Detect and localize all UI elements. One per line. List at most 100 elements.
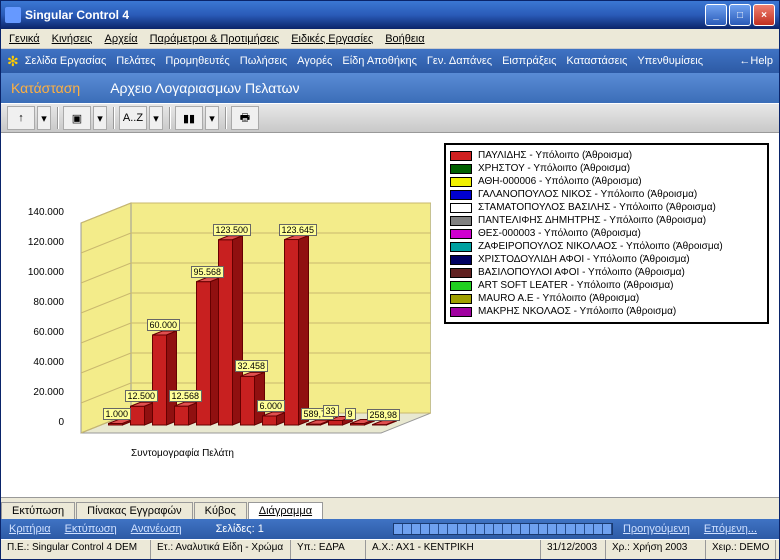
legend-label: ΠΑΥΛΙΔΗΣ - Υπόλοιπο (Άθροισμα)	[478, 150, 632, 161]
legend-item: ΠΑΝΤΕΛΙΦΗΣ ΔΗΜΗΤΡΗΣ - Υπόλοιπο (Άθροισμα…	[450, 214, 763, 227]
arrow-up-icon-dropdown[interactable]: ▾	[37, 106, 51, 130]
close-button[interactable]: ×	[753, 4, 775, 26]
next-link[interactable]: Επόμενη...	[704, 523, 757, 535]
prev-link[interactable]: Προηγούμενη	[623, 523, 690, 535]
menu-0[interactable]: Γενικά	[9, 33, 40, 45]
titlebar: Singular Control 4 _ □ ×	[1, 1, 779, 29]
nav-1[interactable]: Πελάτες	[116, 55, 155, 67]
legend-label: ART SOFT LEATER - Υπόλοιπο (Άθροισμα)	[478, 280, 673, 291]
sort-color-icon-dropdown[interactable]: ▾	[93, 106, 107, 130]
ytick: 80.000	[14, 297, 64, 308]
print-icon[interactable]: 🖶	[231, 106, 259, 130]
status-cell-4: 31/12/2003	[541, 540, 606, 559]
nav-8[interactable]: Καταστάσεις	[566, 55, 627, 67]
ytick: 20.000	[14, 387, 64, 398]
legend-label: ΠΑΝΤΕΛΙΦΗΣ ΔΗΜΗΤΡΗΣ - Υπόλοιπο (Άθροισμα…	[478, 215, 706, 226]
legend-swatch	[450, 294, 472, 304]
legend-item: ΘΕΣ-000003 - Υπόλοιπο (Άθροισμα)	[450, 227, 763, 240]
nav-4[interactable]: Αγορές	[297, 55, 332, 67]
status-link-1[interactable]: Εκτύπωση	[65, 523, 117, 535]
chart-toolbar: ↑▾▣▾A..Z▾▮▮▾🖶	[1, 103, 779, 133]
x-axis-label: Συντομογραφία Πελάτη	[131, 448, 234, 459]
legend-swatch	[450, 281, 472, 291]
legend-label: MAURO A.E - Υπόλοιπο (Άθροισμα)	[478, 293, 639, 304]
data-label: 123.500	[213, 224, 252, 236]
content-area: 0 20.000 40.000 60.000 80.000 100.000 120.000 1…	[1, 133, 779, 497]
nav-3[interactable]: Πωλήσεις	[240, 55, 287, 67]
legend-swatch	[450, 242, 472, 252]
menu-2[interactable]: Αρχεία	[104, 33, 137, 45]
nav-6[interactable]: Γεν. Δαπάνες	[427, 55, 492, 67]
chart-area: 0 20.000 40.000 60.000 80.000 100.000 120.000 1…	[11, 143, 769, 487]
legend-item: ΓΑΛΑΝΟΠΟΥΛΟΣ ΝΙΚΟΣ - Υπόλοιπο (Άθροισμα)	[450, 188, 763, 201]
legend-item: ART SOFT LEATER - Υπόλοιπο (Άθροισμα)	[450, 279, 763, 292]
data-label: 95.568	[191, 266, 225, 278]
legend-label: ΑΘΗ-000006 - Υπόλοιπο (Άθροισμα)	[478, 176, 642, 187]
data-label: 123.645	[279, 224, 318, 236]
data-label: 6.000	[257, 400, 286, 412]
legend-swatch	[450, 307, 472, 317]
ytick: 0	[14, 417, 64, 428]
legend-item: ΧΡΙΣΤΟΔΟΥΛΙΔΗ ΑΦΟΙ - Υπόλοιπο (Άθροισμα)	[450, 253, 763, 266]
minimize-button[interactable]: _	[705, 4, 727, 26]
tab-3[interactable]: Διάγραμμα	[248, 502, 323, 519]
nav-9[interactable]: Υπενθυμίσεις	[637, 55, 703, 67]
status-cell-6: Χειρ.: DEMO	[706, 540, 776, 559]
nav-5[interactable]: Είδη Αποθήκης	[342, 55, 417, 67]
page-header: Κατάσταση Αρχειο Λογαριασμων Πελατων	[1, 73, 779, 103]
status-blue: Κριτήρια Εκτύπωση Ανανέωση Σελίδες: 1 Προηγο…	[1, 519, 779, 539]
back-icon[interactable]: ←	[739, 55, 750, 67]
menu-3[interactable]: Παράμετροι & Προτιμήσεις	[150, 33, 280, 45]
maximize-button[interactable]: □	[729, 4, 751, 26]
menubar: Γενικά Κινήσεις Αρχεία Παράμετροι & Προτιμή…	[1, 29, 779, 49]
ytick: 60.000	[14, 327, 64, 338]
app-icon	[5, 7, 21, 23]
menu-5[interactable]: Βοήθεια	[385, 33, 424, 45]
menu-4[interactable]: Ειδικές Εργασίες	[291, 33, 373, 45]
chart-3d	[71, 153, 431, 473]
ytick: 100.000	[14, 267, 64, 278]
data-label: 9	[345, 408, 356, 420]
legend-item: ΣΤΑΜΑΤΟΠΟΥΛΟΣ ΒΑΣΙΛΗΣ - Υπόλοιπο (Άθροισ…	[450, 201, 763, 214]
data-label: 60.000	[147, 319, 181, 331]
nav-2[interactable]: Προμηθευτές	[165, 55, 229, 67]
pages-label: Σελίδες: 1	[216, 523, 264, 535]
chart-icon[interactable]: ▮▮	[175, 106, 203, 130]
legend: ΠΑΥΛΙΔΗΣ - Υπόλοιπο (Άθροισμα)ΧΡΗΣΤΟΥ - …	[444, 143, 769, 324]
status-link-2[interactable]: Ανανέωση	[131, 523, 182, 535]
ytick: 40.000	[14, 357, 64, 368]
window-title: Singular Control 4	[25, 8, 129, 22]
chart-icon-dropdown[interactable]: ▾	[205, 106, 219, 130]
app-window: Singular Control 4 _ □ × Γενικά Κινήσεις Α…	[0, 0, 780, 560]
legend-label: ΧΡΙΣΤΟΔΟΥΛΙΔΗ ΑΦΟΙ - Υπόλοιπο (Άθροισμα)	[478, 254, 690, 265]
legend-item: ΑΘΗ-000006 - Υπόλοιπο (Άθροισμα)	[450, 175, 763, 188]
status-cell-1: Ετ.: Αναλυτικά Είδη - Χρώμα	[151, 540, 291, 559]
legend-swatch	[450, 151, 472, 161]
legend-label: ΒΑΣΙΛΟΠΟΥΛΟΙ ΑΦΟΙ - Υπόλοιπο (Άθροισμα)	[478, 267, 685, 278]
sort-az-icon-dropdown[interactable]: ▾	[149, 106, 163, 130]
data-label: 32.458	[235, 360, 269, 372]
legend-swatch	[450, 203, 472, 213]
menu-1[interactable]: Κινήσεις	[52, 33, 93, 45]
legend-item: ΧΡΗΣΤΟΥ - Υπόλοιπο (Άθροισμα)	[450, 162, 763, 175]
tab-0[interactable]: Εκτύπωση	[1, 502, 75, 519]
data-label: 12.500	[125, 390, 159, 402]
legend-item: ΒΑΣΙΛΟΠΟΥΛΟΙ ΑΦΟΙ - Υπόλοιπο (Άθροισμα)	[450, 266, 763, 279]
tab-1[interactable]: Πίνακας Εγγραφών	[76, 502, 193, 519]
nav-0[interactable]: Σελίδα Εργασίας	[25, 55, 107, 67]
legend-label: ΓΑΛΑΝΟΠΟΥΛΟΣ ΝΙΚΟΣ - Υπόλοιπο (Άθροισμα)	[478, 189, 697, 200]
sort-color-icon[interactable]: ▣	[63, 106, 91, 130]
ytick: 140.000	[14, 207, 64, 218]
status-cell-0: Π.Ε.: Singular Control 4 DEM	[1, 540, 151, 559]
data-label: 12.568	[169, 390, 203, 402]
ytick: 120.000	[14, 237, 64, 248]
nav-7[interactable]: Εισπράξεις	[502, 55, 556, 67]
sort-az-icon[interactable]: A..Z	[119, 106, 147, 130]
data-label: 1.000	[103, 408, 132, 420]
help-link[interactable]: Help	[750, 55, 773, 67]
statusbar: Π.Ε.: Singular Control 4 DEMΕτ.: Αναλυτι…	[1, 539, 779, 559]
tab-2[interactable]: Κύβος	[194, 502, 247, 519]
status-link-0[interactable]: Κριτήρια	[9, 523, 51, 535]
arrow-up-icon[interactable]: ↑	[7, 106, 35, 130]
status-cell-2: Υπ.: ΕΔΡΑ	[291, 540, 366, 559]
